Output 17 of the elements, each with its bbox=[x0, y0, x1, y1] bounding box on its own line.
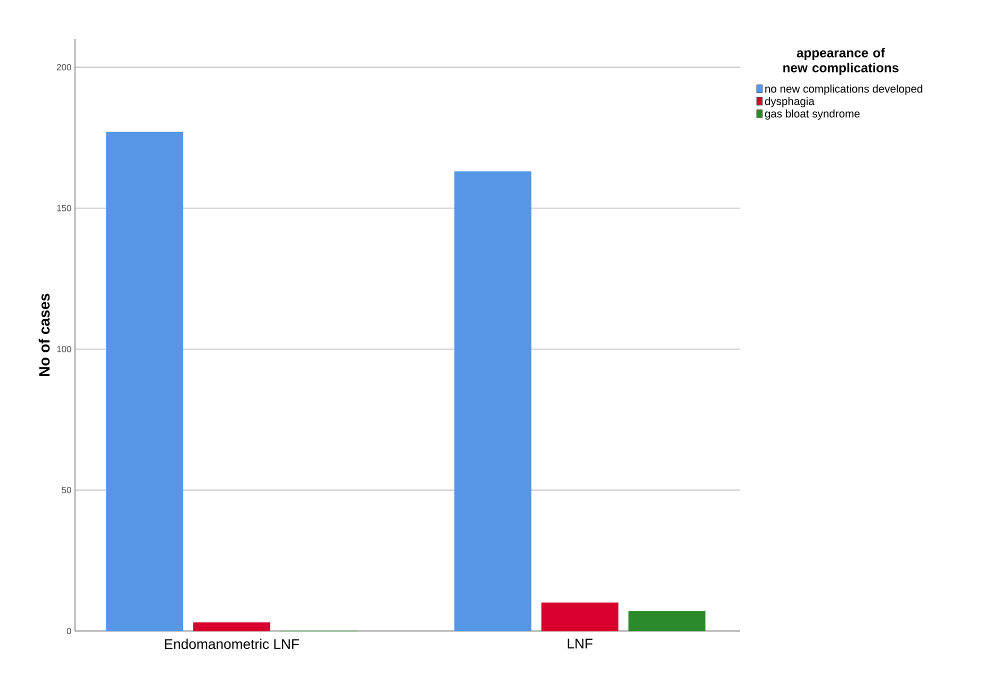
bar bbox=[628, 611, 706, 632]
legend-label: gas bloat syndrome bbox=[765, 109, 860, 120]
x-tick-label: LNF bbox=[568, 638, 592, 648]
bar bbox=[454, 171, 532, 632]
legend-label: no new complications developed bbox=[765, 84, 922, 95]
legend-title: appearance of new complications bbox=[783, 48, 898, 75]
y-tick-label: 100 bbox=[57, 346, 72, 352]
y-tick-label: 150 bbox=[57, 204, 72, 212]
bar bbox=[106, 132, 184, 632]
y-tick-label: 0 bbox=[66, 628, 72, 634]
legend-label: dysphagia bbox=[765, 97, 815, 108]
y-tick-label: 200 bbox=[56, 64, 72, 70]
bar bbox=[193, 622, 270, 632]
x-tick-label: Endomanometric LNF bbox=[164, 638, 299, 650]
bar bbox=[541, 602, 618, 632]
y-axis-title: No of cases bbox=[38, 294, 50, 376]
y-tick-label: 50 bbox=[62, 486, 72, 494]
